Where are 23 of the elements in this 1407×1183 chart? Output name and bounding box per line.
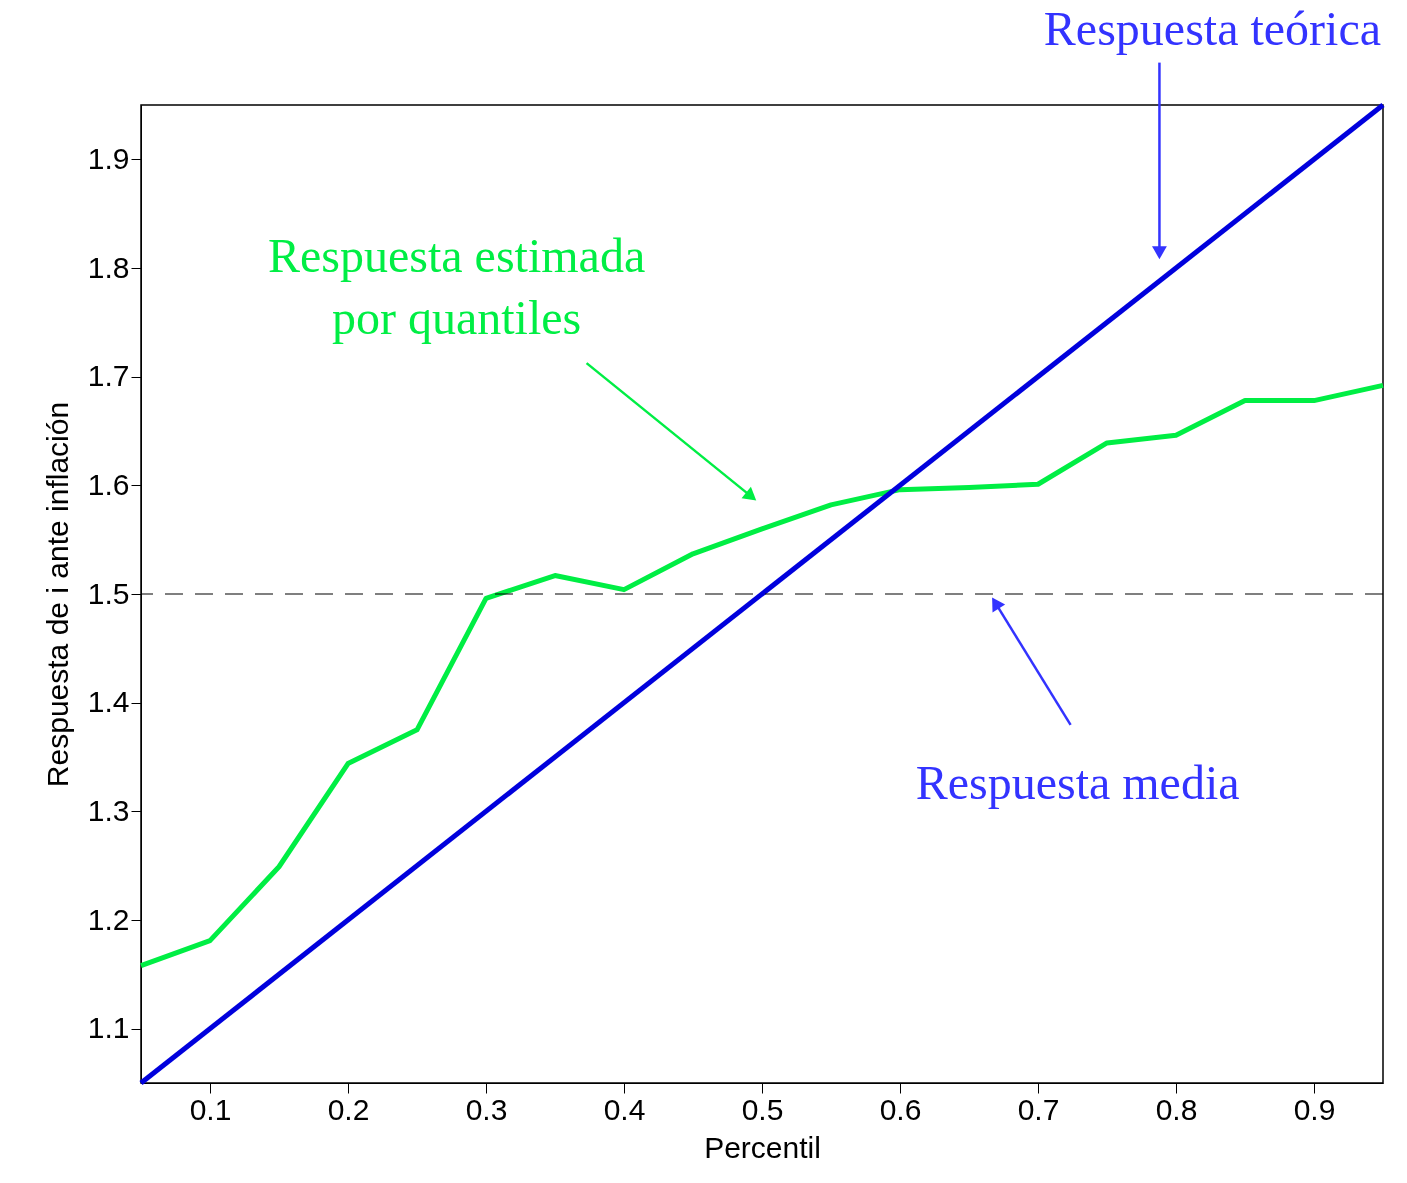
annotation: Respuesta media bbox=[915, 755, 1240, 809]
x-tick-label: 0.8 bbox=[1155, 1092, 1198, 1126]
annotation: Respuesta teórica bbox=[1043, 1, 1382, 55]
y-axis-title: Respuesta de i ante inflación bbox=[40, 401, 74, 788]
y-tick-label: 1.4 bbox=[87, 685, 130, 719]
y-tick-label: 1.8 bbox=[87, 250, 130, 284]
x-tick-label: 0.9 bbox=[1293, 1092, 1336, 1126]
y-tick-label: 1.9 bbox=[87, 141, 130, 175]
y-tick-label: 1.6 bbox=[87, 467, 130, 501]
y-tick-label: 1.1 bbox=[87, 1011, 130, 1045]
x-tick-label: 0.4 bbox=[603, 1092, 646, 1126]
y-tick-label: 1.2 bbox=[87, 902, 130, 936]
y-tick-label: 1.3 bbox=[87, 793, 130, 827]
x-tick-label: 0.3 bbox=[465, 1092, 508, 1126]
y-tick-label: 1.5 bbox=[87, 576, 130, 610]
annotation: Respuesta estimada por quantiles bbox=[267, 229, 646, 345]
x-axis-title: Percentil bbox=[704, 1130, 821, 1164]
x-tick-label: 0.2 bbox=[327, 1092, 370, 1126]
x-tick-label: 0.7 bbox=[1017, 1092, 1060, 1126]
x-tick-label: 0.6 bbox=[879, 1092, 922, 1126]
x-tick-label: 0.1 bbox=[189, 1092, 232, 1126]
x-tick-label: 0.5 bbox=[741, 1092, 784, 1126]
y-tick-label: 1.7 bbox=[87, 359, 130, 393]
